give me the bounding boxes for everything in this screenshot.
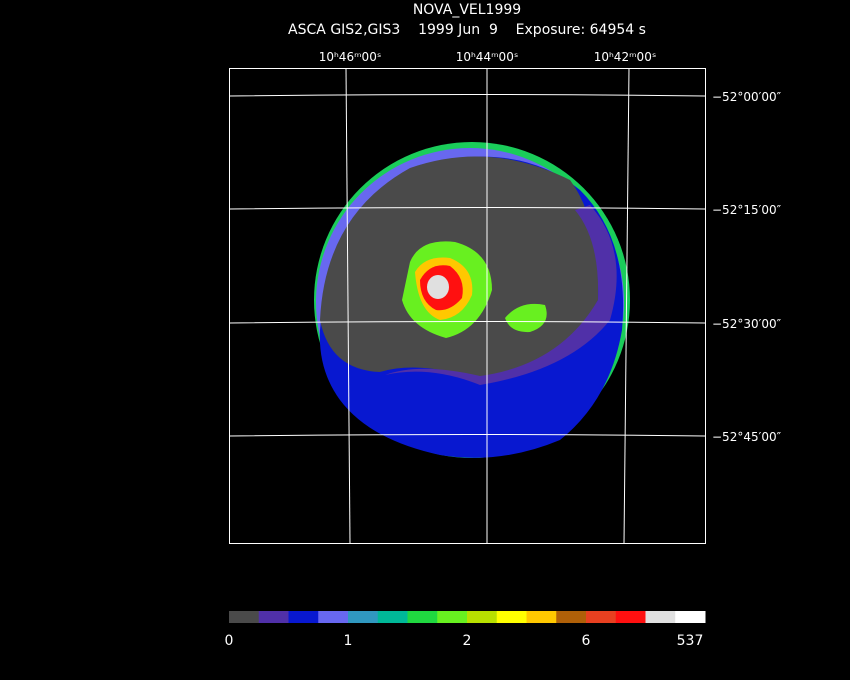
colorbar-segment (258, 611, 289, 623)
dec-label: −52°30′00″ (712, 317, 782, 331)
dec-grid-line (228, 94, 706, 97)
title: NOVA_VEL1999 (413, 2, 521, 18)
dec-grid-line (228, 207, 706, 210)
colorbar-segment (467, 611, 498, 623)
colorbar-label: 2 (463, 633, 472, 649)
coordinate-labels: 10ʰ46ᵐ00ˢ 10ʰ44ᵐ00ˢ 10ʰ42ᵐ00ˢ −52°00′00″ −52… (319, 50, 782, 444)
ra-label: 10ʰ44ᵐ00ˢ (456, 50, 519, 64)
source-core (427, 275, 449, 299)
colorbar: 0 1 2 6 537 (225, 611, 706, 649)
plot-frame (229, 68, 706, 544)
colorbar-segment (556, 611, 587, 623)
colorbar-label: 0 (225, 633, 234, 649)
ra-grid-line (345, 67, 351, 544)
dec-label: −52°00′00″ (712, 90, 782, 104)
source-secondary (505, 303, 547, 333)
colorbar-segment (288, 611, 319, 623)
colorbar-segment (348, 611, 379, 623)
dec-grid-line (228, 434, 706, 437)
colorbar-segment (586, 611, 617, 623)
colorbar-segment (229, 611, 260, 623)
colorbar-segment (615, 611, 646, 623)
subtitle: ASCA GIS2,GIS3 1999 Jun 9 Exposure: 6495… (288, 22, 646, 38)
colorbar-label: 537 (677, 633, 704, 649)
colorbar-label: 1 (344, 633, 353, 649)
dec-label: −52°45′00″ (712, 430, 782, 444)
colorbar-segment (407, 611, 438, 623)
ra-label: 10ʰ46ᵐ00ˢ (319, 50, 382, 64)
colorbar-segment (645, 611, 676, 623)
colorbar-segment (437, 611, 468, 623)
purple-band (385, 205, 617, 385)
colorbar-segment (496, 611, 527, 623)
colorbar-segment (377, 611, 408, 623)
ra-grid-line (623, 67, 630, 544)
colorbar-segment (675, 611, 706, 623)
ra-label: 10ʰ42ᵐ00ˢ (594, 50, 657, 64)
dec-grid-line (228, 321, 706, 324)
coordinate-grid (228, 67, 706, 544)
sky-image (314, 142, 630, 458)
dec-label: −52°15′00″ (712, 203, 782, 217)
colorbar-label: 6 (582, 633, 591, 649)
colorbar-segment (526, 611, 557, 623)
colorbar-segment (318, 611, 349, 623)
